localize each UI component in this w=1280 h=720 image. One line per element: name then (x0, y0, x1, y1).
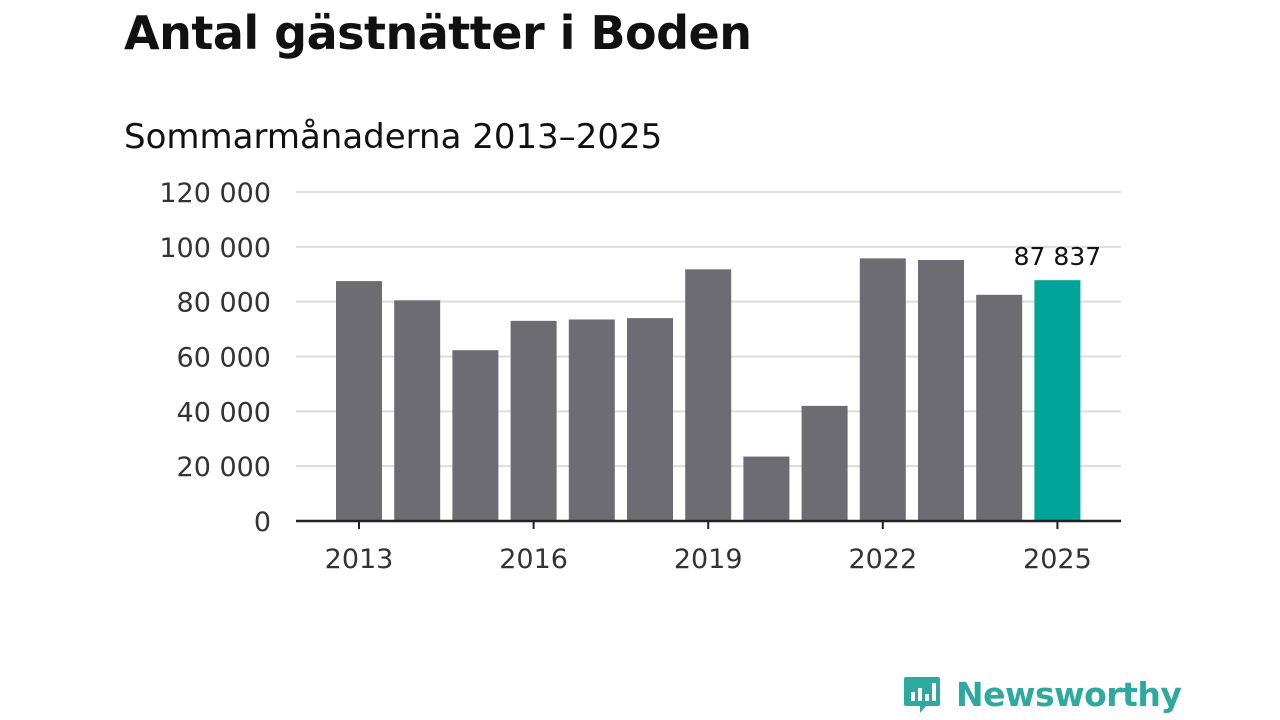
bar (801, 405, 848, 521)
y-tick-label: 120 000 (159, 178, 271, 209)
chart-title: Antal gästnätter i Boden (124, 6, 752, 60)
bar (568, 319, 615, 521)
chart-subtitle: Sommarmånaderna 2013–2025 (124, 117, 663, 157)
bar (627, 318, 673, 521)
brand-name: Newsworthy (956, 674, 1182, 714)
bar (336, 281, 382, 521)
bar (452, 350, 499, 521)
bar-highlight (1034, 280, 1081, 521)
x-tick-label: 2025 (1023, 544, 1092, 575)
y-tick-label: 20 000 (177, 452, 271, 483)
bar (685, 269, 732, 521)
newsworthy-logo: Newsworthy (902, 670, 1182, 718)
bar (510, 320, 557, 521)
x-tick-label: 2013 (325, 544, 394, 575)
y-tick-label: 60 000 (177, 343, 271, 374)
y-tick-label: 40 000 (177, 397, 271, 428)
y-tick-label: 0 (254, 507, 271, 538)
bar (918, 259, 964, 521)
x-tick-label: 2019 (674, 544, 743, 575)
newsworthy-logo-icon (904, 677, 940, 713)
bar (859, 258, 906, 521)
bar (394, 300, 441, 521)
y-tick-label: 80 000 (177, 288, 271, 319)
x-tick-label: 2016 (499, 544, 568, 575)
bar (976, 294, 1023, 521)
y-tick-label: 100 000 (159, 233, 271, 264)
bar (743, 456, 790, 521)
data-label: 87 837 (1014, 242, 1101, 271)
x-tick-label: 2022 (848, 544, 917, 575)
